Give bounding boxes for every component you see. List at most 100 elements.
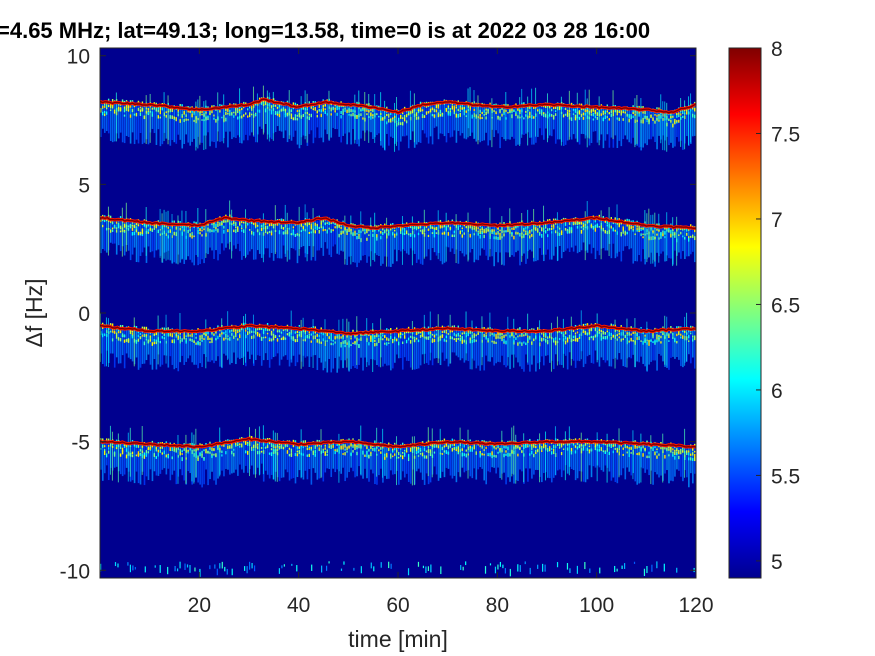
band-streak: [413, 93, 415, 143]
band-highlight: [610, 217, 612, 220]
band-spread: [648, 332, 650, 365]
band-speckle: [423, 455, 426, 459]
band-speckle: [324, 229, 326, 231]
band-spread: [284, 444, 287, 470]
band-speckle: [403, 330, 406, 335]
band-spread: [189, 110, 191, 146]
band-speckle: [350, 453, 352, 457]
band-speckle: [429, 223, 432, 227]
band-highlight: [340, 439, 342, 442]
band-highlight: [459, 107, 461, 110]
band-speckle: [213, 114, 215, 117]
band-spread: [654, 331, 656, 361]
band-speckle: [304, 338, 307, 342]
band-speckle: [620, 332, 622, 336]
band-speckle: [511, 114, 513, 119]
band-speckle: [668, 340, 670, 342]
band-highlight: [417, 226, 420, 229]
band-streak: [262, 85, 264, 135]
band-streak: [262, 213, 264, 263]
band-spread: [674, 112, 676, 147]
band-speckle: [545, 223, 547, 227]
band-speckle: [417, 107, 420, 111]
band-speckle: [161, 106, 163, 111]
band-spread: [274, 328, 277, 357]
band-highlight: [125, 445, 128, 448]
band-speckle: [280, 331, 283, 334]
band-spread: [622, 109, 625, 140]
band-speckle: [177, 338, 179, 341]
band-speckle: [590, 110, 593, 113]
band-spread: [113, 328, 116, 368]
band-speckle: [310, 447, 312, 451]
band-speckle: [131, 334, 134, 337]
band-speckle: [572, 339, 575, 342]
band-speckle: [247, 441, 249, 445]
band-speckle: [606, 224, 608, 227]
band-speckle: [576, 328, 579, 331]
band-spread: [415, 225, 418, 263]
band-speckle: [453, 325, 456, 328]
band-speckle: [368, 448, 370, 452]
band-spread: [469, 225, 472, 253]
band-speckle: [433, 229, 436, 232]
band-speckle: [487, 229, 489, 232]
band-speckle: [499, 109, 501, 112]
band-speckle: [390, 111, 392, 115]
band-speckle: [316, 226, 318, 231]
band-speckle: [165, 441, 167, 444]
band-highlight: [153, 102, 156, 105]
band-speckle: [151, 111, 154, 114]
band-spread: [634, 224, 637, 262]
band-speckle: [171, 115, 173, 119]
band-speckle: [632, 115, 634, 119]
band-spread: [517, 225, 519, 251]
band-speckle: [334, 222, 336, 226]
band-spread: [467, 330, 470, 362]
band-spread: [378, 109, 380, 134]
band-speckle: [376, 333, 378, 338]
band-highlight: [566, 109, 569, 112]
band-speckle: [201, 119, 203, 121]
band-highlight: [652, 230, 654, 233]
band-highlight: [552, 107, 555, 110]
band-spread: [260, 327, 263, 366]
band-speckle: [137, 107, 140, 111]
band-spread: [630, 110, 633, 144]
band-streak: [274, 205, 276, 255]
band-spread: [173, 108, 176, 143]
band-streak: [245, 313, 247, 363]
band-spread: [646, 111, 648, 146]
band-streak: [445, 212, 447, 262]
band-speckle: [409, 448, 412, 452]
band-speckle: [330, 113, 332, 116]
band-speckle: [622, 230, 624, 234]
band-spread: [380, 228, 382, 266]
band-spread: [139, 444, 142, 485]
band-spread: [318, 444, 321, 479]
band-speckle: [125, 338, 128, 342]
band-speckle: [346, 228, 348, 233]
band-spread: [692, 229, 694, 252]
band-speckle: [670, 119, 672, 123]
band-speckle: [660, 236, 662, 239]
band-speckle: [475, 114, 477, 118]
band-spread: [286, 105, 289, 143]
band-highlight: [394, 115, 396, 118]
band-speckle: [316, 339, 318, 342]
band-speckle: [322, 219, 324, 223]
band-spread: [370, 445, 372, 470]
band-spread: [314, 331, 317, 356]
band-highlight: [453, 105, 456, 108]
band-spread: [421, 225, 424, 265]
band-speckle: [541, 227, 543, 232]
band-speckle: [334, 226, 336, 229]
band-speckle: [521, 332, 523, 336]
band-speckle: [648, 342, 650, 346]
band-speckle: [489, 102, 491, 105]
band-speckle: [642, 106, 644, 109]
band-speckle: [235, 222, 237, 226]
band-highlight: [250, 105, 253, 108]
band-speckle: [376, 237, 378, 241]
band-speckle: [473, 335, 475, 339]
